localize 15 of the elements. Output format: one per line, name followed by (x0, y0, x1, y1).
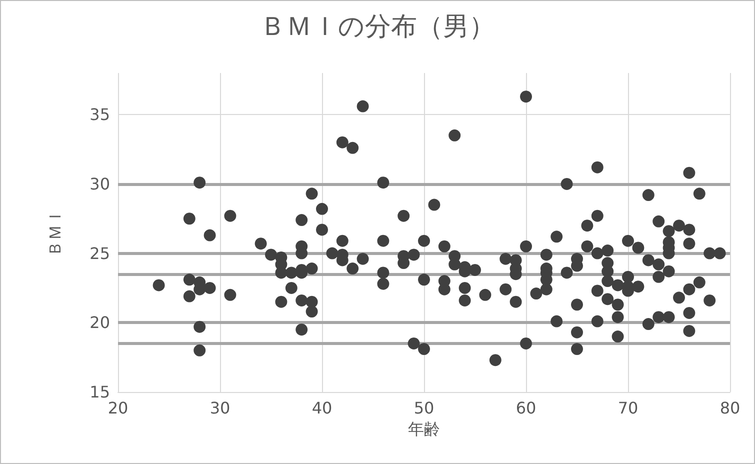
y-axis-title: ＢＭＩ (46, 208, 64, 256)
x-tick-label: 50 (414, 398, 434, 418)
y-tick-label: 15 (90, 382, 110, 402)
y-tick-label: 25 (90, 244, 110, 263)
x-tick-label: 40 (312, 398, 332, 418)
y-tick-label: 30 (90, 174, 110, 194)
chart-title: ＢＭＩの分布（男） (260, 12, 495, 42)
x-tick-label: 30 (210, 398, 230, 418)
x-tick-label: 70 (618, 398, 638, 418)
x-axis-title: 年齢 (408, 419, 440, 438)
y-tick-label: 35 (90, 105, 110, 124)
x-tick-label: 80 (720, 398, 740, 418)
y-tick-label: 20 (90, 313, 110, 332)
x-tick-label: 20 (108, 398, 128, 418)
x-tick-label: 60 (516, 398, 536, 418)
